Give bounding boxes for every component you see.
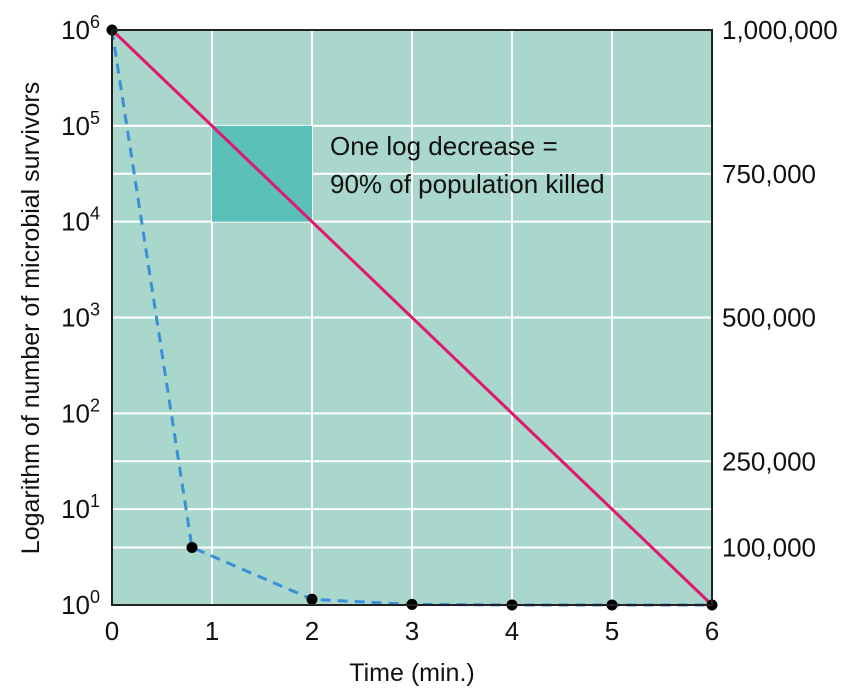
right-axis-tick-label: 500,000 bbox=[722, 303, 816, 333]
x-tick-label: 5 bbox=[605, 616, 619, 646]
y-tick-label: 101 bbox=[61, 491, 100, 524]
x-tick-label: 1 bbox=[205, 616, 219, 646]
right-axis-tick-label: 1,000,000 bbox=[722, 15, 838, 45]
y-tick-label: 103 bbox=[61, 300, 100, 333]
plot-frame bbox=[111, 29, 713, 606]
x-tick-label: 3 bbox=[405, 616, 419, 646]
y-tick-label: 106 bbox=[61, 12, 100, 45]
right-axis-tick-label: 750,000 bbox=[722, 159, 816, 189]
y-tick-label: 105 bbox=[61, 108, 100, 141]
right-axis-tick-label: 100,000 bbox=[722, 533, 816, 563]
x-tick-label: 2 bbox=[305, 616, 319, 646]
y-tick-label: 102 bbox=[61, 395, 100, 428]
tick-labels: 0 1 2 3 4 5 6 100 101 102 103 104 105 106 1,000,000 750… bbox=[61, 12, 838, 646]
x-axis-title: Time (min.) bbox=[349, 659, 474, 687]
y-tick-label: 104 bbox=[61, 204, 100, 237]
y-axis-title: Logarithm of number of microbial survivo… bbox=[17, 82, 45, 554]
data-point bbox=[186, 542, 198, 553]
x-tick-label: 4 bbox=[505, 616, 519, 646]
annotation-line-2: 90% of population killed bbox=[330, 169, 605, 199]
annotation-line-1: One log decrease = bbox=[330, 131, 558, 161]
data-point bbox=[306, 593, 318, 605]
x-tick-label: 6 bbox=[705, 616, 719, 646]
x-tick-label: 0 bbox=[105, 616, 119, 646]
y-tick-label: 100 bbox=[61, 587, 100, 620]
log-survivor-line bbox=[110, 28, 714, 607]
right-axis-tick-label: 250,000 bbox=[722, 446, 816, 476]
